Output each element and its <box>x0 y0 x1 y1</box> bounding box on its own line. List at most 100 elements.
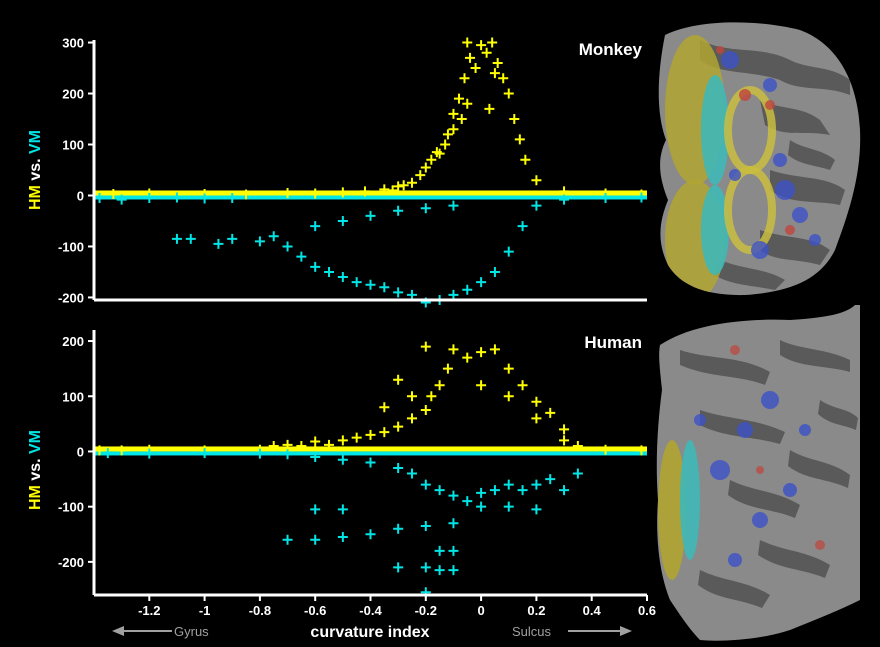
human-hm-point <box>517 380 528 391</box>
monkey-vm-point <box>310 261 321 272</box>
y-tick-label: 300 <box>62 36 84 51</box>
monkey-hm-point <box>484 103 495 114</box>
human-hm-point <box>489 344 500 355</box>
human-x-ticks: -1.2 -1 -0.8 -0.6 -0.4 -0.2 0 0.2 0.4 0.6 <box>138 595 656 618</box>
human-hm-point <box>351 432 362 443</box>
monkey-hm-point <box>481 47 492 58</box>
monkey-vm-point <box>636 192 647 203</box>
y-tick-label: -200 <box>58 555 84 570</box>
monkey-vm-point <box>351 277 362 288</box>
human-hm-point <box>476 347 487 358</box>
monkey-vm-point <box>365 279 376 290</box>
human-vm-point <box>393 463 404 474</box>
gyrus-direction: Gyrus <box>112 624 209 639</box>
human-scatter-panel: 200 100 0 -100 -200 -1.2 -1 -0.8 -0.6 -0.4 -0.2 0 0… <box>27 330 656 641</box>
monkey-hm-point <box>448 124 459 135</box>
monkey-hm-point <box>503 88 514 99</box>
monkey-vm-point <box>94 193 105 204</box>
monkey-vm-point <box>116 194 127 205</box>
human-vm-point <box>199 448 210 459</box>
y-label-vm: VM <box>27 130 44 154</box>
monkey-data-points <box>94 37 647 308</box>
human-hm-point <box>406 391 417 402</box>
y-tick-label: 100 <box>62 138 84 153</box>
human-hm-point <box>559 435 570 446</box>
right-arrow-icon <box>620 626 632 636</box>
human-hm-point <box>476 380 487 391</box>
human-vm-point <box>559 485 570 496</box>
monkey-hm-point <box>459 73 470 84</box>
human-vm-point <box>282 449 293 460</box>
monkey-vm-point <box>393 205 404 216</box>
sulcus-label: Sulcus <box>512 624 552 639</box>
human-vm-point <box>337 532 348 543</box>
monkey-hm-point <box>498 73 509 84</box>
human-flatmap <box>656 305 860 641</box>
monkey-vm-point <box>448 200 459 211</box>
human-vm-baseline-band <box>94 451 647 456</box>
human-vm-point <box>531 479 542 490</box>
sulcus-direction: Sulcus <box>512 624 632 639</box>
x-tick-label: 0 <box>477 603 484 618</box>
human-data-points <box>94 341 647 598</box>
monkey-hm-point <box>462 37 473 48</box>
y-label-vs: vs. <box>27 454 44 485</box>
monkey-hm-point <box>398 180 409 191</box>
monkey-vm-point <box>213 238 224 249</box>
human-vm-point <box>489 485 500 496</box>
human-vm-point <box>476 501 487 512</box>
x-tick-label: 0.4 <box>583 603 602 618</box>
human-hm-point <box>379 427 390 438</box>
monkey-hm-point <box>531 175 542 186</box>
human-hm-point <box>406 413 417 424</box>
human-hm-point <box>116 445 127 456</box>
monkey-hm-point <box>489 68 500 79</box>
monkey-hm-point <box>393 181 404 192</box>
y-tick-label: -100 <box>58 239 84 254</box>
human-vm-point <box>420 479 431 490</box>
monkey-vm-point <box>559 194 570 205</box>
monkey-hm-point <box>514 134 525 145</box>
monkey-vm-point <box>420 203 431 214</box>
human-vm-point <box>503 479 514 490</box>
monkey-vm-point <box>517 221 528 232</box>
monkey-hm-point <box>379 184 390 195</box>
monkey-hm-point <box>442 129 453 140</box>
human-vm-point <box>462 496 473 507</box>
human-hm-point <box>420 405 431 416</box>
human-hm-point <box>636 445 647 456</box>
human-hm-point <box>503 391 514 402</box>
monkey-hm-point <box>415 170 426 181</box>
human-vm-point <box>144 448 155 459</box>
human-vm-point <box>503 501 514 512</box>
human-vm-point <box>545 474 556 485</box>
monkey-hm-point <box>520 154 531 165</box>
monkey-vm-point <box>199 193 210 204</box>
monkey-hm-point <box>440 139 451 150</box>
monkey-hm-point <box>492 57 503 68</box>
monkey-hm-point <box>359 186 370 197</box>
human-vm-point <box>254 448 265 459</box>
human-vm-point <box>406 468 417 479</box>
human-vm-point <box>434 545 445 556</box>
human-hm-point <box>600 444 611 455</box>
human-y-axis-label: HM vs. VM <box>27 430 44 510</box>
human-hm-point <box>310 436 321 447</box>
human-vm-point <box>448 565 459 576</box>
human-hm-point <box>434 380 445 391</box>
human-hm-point <box>324 439 335 450</box>
human-hm-baseline-band <box>94 446 647 452</box>
monkey-vm-point <box>296 251 307 262</box>
x-tick-label: -0.2 <box>415 603 437 618</box>
human-hm-point <box>379 402 390 413</box>
human-vm-point <box>434 485 445 496</box>
human-vm-point <box>420 520 431 531</box>
monkey-vm-point <box>337 272 348 283</box>
x-tick-label: 0.6 <box>638 603 656 618</box>
human-vm-point <box>365 457 376 468</box>
human-vm-point <box>102 448 113 459</box>
monkey-hm-point <box>406 177 417 188</box>
y-tick-label: 100 <box>62 389 84 404</box>
human-vm-point <box>448 545 459 556</box>
monkey-vm-point <box>282 241 293 252</box>
